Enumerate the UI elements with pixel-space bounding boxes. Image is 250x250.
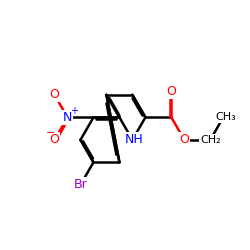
Text: Br: Br — [74, 178, 88, 191]
Text: O: O — [180, 133, 189, 146]
Text: +: + — [70, 106, 78, 116]
Text: O: O — [50, 88, 59, 101]
Text: O: O — [166, 85, 176, 98]
Text: O: O — [50, 133, 59, 146]
Text: NH: NH — [124, 133, 143, 146]
Text: CH₃: CH₃ — [215, 112, 236, 122]
Text: CH₂: CH₂ — [200, 135, 220, 145]
Text: N: N — [63, 111, 72, 124]
Text: −: − — [46, 128, 56, 138]
